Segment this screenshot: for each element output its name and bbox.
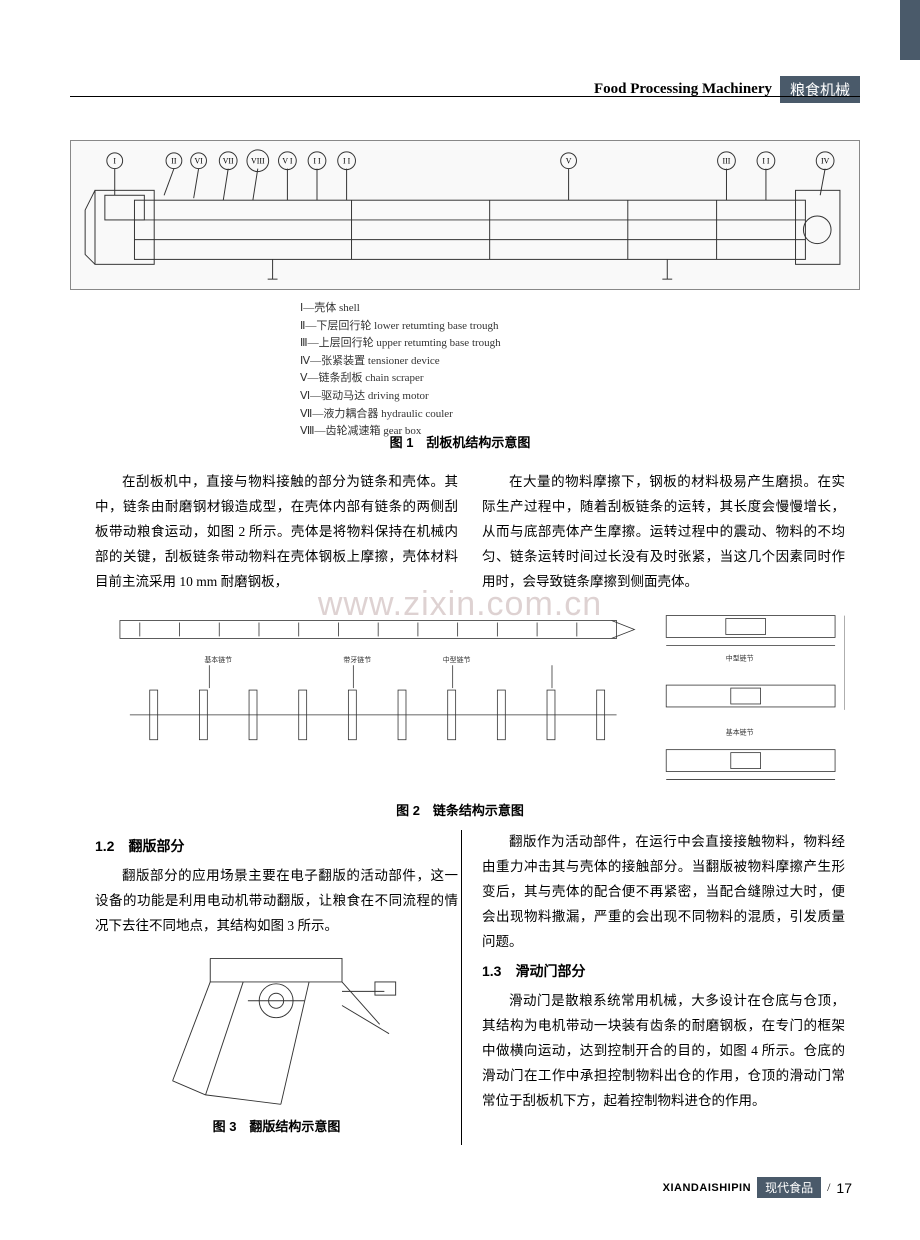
section-1-3-title: 1.3 滑动门部分 <box>482 959 845 985</box>
page-number: 17 <box>836 1180 852 1196</box>
body-text-lower: 1.2 翻版部分 翻版部分的应用场景主要在电子翻版的活动部件，这一设备的功能是利… <box>95 830 845 1139</box>
svg-text:I: I <box>113 157 116 166</box>
svg-text:I I: I I <box>762 157 770 166</box>
figure-3-caption: 图 3 翻版结构示意图 <box>95 1115 458 1139</box>
svg-text:VIII: VIII <box>251 157 265 166</box>
figure-1-caption: 图 1 刮板机结构示意图 <box>0 432 920 451</box>
svg-text:中型链节: 中型链节 <box>726 653 754 662</box>
lower-left-col: 1.2 翻版部分 翻版部分的应用场景主要在电子翻版的活动部件，这一设备的功能是利… <box>95 830 458 1139</box>
footer-pinyin: XIANDAISHIPIN <box>663 1182 751 1194</box>
svg-text:VII: VII <box>223 157 234 166</box>
paragraph: 翻版部分的应用场景主要在电子翻版的活动部件，这一设备的功能是利用电动机带动翻版，… <box>95 864 458 939</box>
paragraph: 在刮板机中，直接与物料接触的部分为链条和壳体。其中，链条由耐磨钢材锻造成型，在壳… <box>95 470 458 595</box>
body-right-col: 在大量的物料摩擦下，钢板的材料极易产生磨损。在实际生产过程中，随着刮板链条的运转… <box>482 470 845 595</box>
running-header: Food Processing Machinery 粮食机械 <box>594 76 860 103</box>
legend-item: Ⅱ—下层回行轮 lower retumting base trough <box>300 318 501 336</box>
paragraph: 翻版作为活动部件，在运行中会直接接触物料，物料经由重力冲击其与壳体的接触部分。当… <box>482 830 845 955</box>
footer-badge: 现代食品 <box>757 1177 821 1198</box>
body-text-top: 在刮板机中，直接与物料接触的部分为链条和壳体。其中，链条由耐磨钢材锻造成型，在壳… <box>95 470 845 595</box>
svg-text:III: III <box>723 157 731 166</box>
svg-text:中型链节: 中型链节 <box>443 655 471 664</box>
legend-item: Ⅳ—张紧装置 tensioner device <box>300 353 501 371</box>
legend-item: Ⅰ—壳体 shell <box>300 300 501 318</box>
paragraph: 在大量的物料摩擦下，钢板的材料极易产生磨损。在实际生产过程中，随着刮板链条的运转… <box>482 470 845 595</box>
svg-text:基本链节: 基本链节 <box>726 728 754 737</box>
section-1-2-title: 1.2 翻版部分 <box>95 834 458 860</box>
svg-text:V: V <box>566 157 572 166</box>
svg-text:I I: I I <box>343 157 351 166</box>
figure-1-legend: Ⅰ—壳体 shell Ⅱ—下层回行轮 lower retumting base … <box>300 300 501 441</box>
figure-3-diagram <box>95 949 458 1109</box>
paragraph: 滑动门是散粮系统常用机械，大多设计在仓底与仓顶，其结构为电机带动一块装有齿条的耐… <box>482 989 845 1114</box>
svg-text:I I: I I <box>313 157 321 166</box>
svg-text:VI: VI <box>194 157 203 166</box>
lower-right-col: 翻版作为活动部件，在运行中会直接接触物料，物料经由重力冲击其与壳体的接触部分。当… <box>482 830 845 1139</box>
svg-text:II: II <box>171 157 177 166</box>
svg-text:带牙链节: 带牙链节 <box>343 655 371 664</box>
legend-item: Ⅶ—液力耦合器 hydraulic couler <box>300 406 501 424</box>
header-rule <box>70 96 860 97</box>
legend-item: Ⅲ—上层回行轮 upper retumting base trough <box>300 335 501 353</box>
svg-text:IV: IV <box>821 157 830 166</box>
svg-text:V I: V I <box>282 157 293 166</box>
figure-2-diagram: 基本链节 带牙链节 中型链节 中型链节 基本链节 <box>110 610 845 790</box>
figure-1-diagram: III VIVII VIIIV I I II I VIII I IIV <box>70 140 860 290</box>
legend-item: Ⅴ—链条刮板 chain scraper <box>300 370 501 388</box>
legend-item: Ⅵ—驱动马达 driving motor <box>300 388 501 406</box>
footer-slash: / <box>827 1180 830 1195</box>
body-left-col: 在刮板机中，直接与物料接触的部分为链条和壳体。其中，链条由耐磨钢材锻造成型，在壳… <box>95 470 458 595</box>
svg-text:基本链节: 基本链节 <box>204 655 232 664</box>
header-accent-bar <box>900 0 920 60</box>
figure-2-caption: 图 2 链条结构示意图 <box>0 800 920 819</box>
page-footer: XIANDAISHIPIN 现代食品 / 17 <box>663 1177 852 1198</box>
header-chinese-badge: 粮食机械 <box>780 76 860 103</box>
